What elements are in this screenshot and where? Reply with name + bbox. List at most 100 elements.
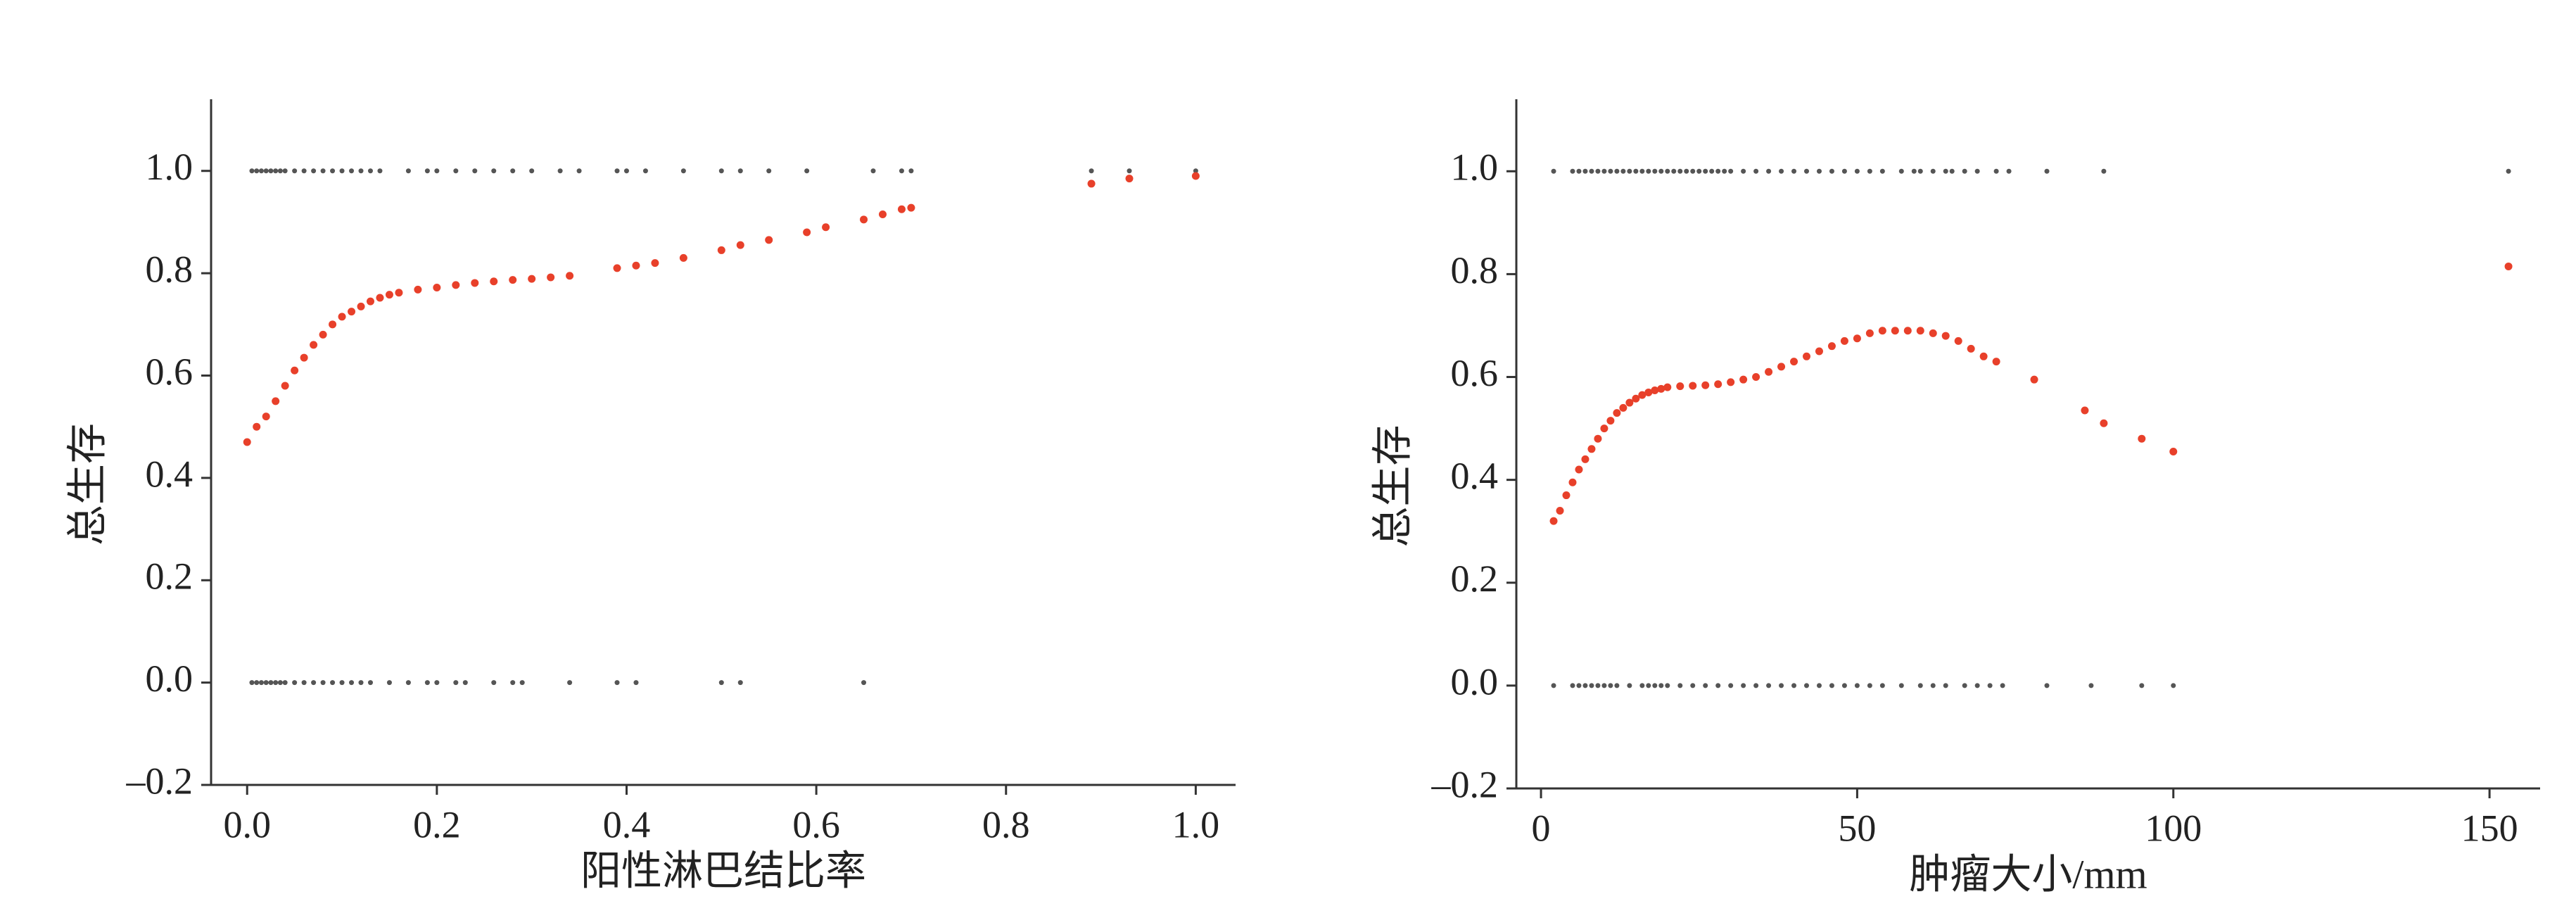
data-point bbox=[273, 680, 279, 686]
data-point bbox=[1867, 683, 1872, 688]
data-point bbox=[330, 680, 336, 686]
data-point bbox=[268, 168, 274, 174]
data-point bbox=[1582, 168, 1588, 174]
data-point bbox=[1690, 683, 1696, 688]
data-point bbox=[1879, 683, 1885, 688]
data-point bbox=[1620, 168, 1626, 174]
y-tick-label: 0.2 bbox=[1451, 558, 1499, 600]
y-tick-label: –0.2 bbox=[1431, 763, 1499, 805]
data-point bbox=[1815, 347, 1823, 356]
data-point bbox=[1601, 168, 1607, 174]
data-point bbox=[2044, 683, 2050, 688]
data-point bbox=[367, 680, 373, 686]
data-point bbox=[1779, 683, 1784, 688]
data-point bbox=[348, 308, 356, 316]
data-point bbox=[1677, 168, 1683, 174]
data-point bbox=[311, 680, 317, 686]
data-point bbox=[273, 168, 279, 174]
x-tick-label: 0.2 bbox=[413, 803, 461, 845]
data-point bbox=[395, 289, 403, 297]
data-point bbox=[1576, 168, 1582, 174]
data-point bbox=[1684, 168, 1689, 174]
data-point bbox=[1562, 491, 1571, 500]
data-point bbox=[1087, 180, 1096, 188]
data-point bbox=[717, 246, 725, 254]
data-point bbox=[642, 168, 648, 174]
data-point bbox=[281, 382, 289, 390]
data-point bbox=[301, 168, 307, 174]
data-point bbox=[1903, 327, 1912, 335]
data-point bbox=[1929, 329, 1937, 337]
data-point bbox=[1665, 168, 1670, 174]
data-point bbox=[1625, 398, 1634, 407]
y-tick-label: –0.2 bbox=[126, 760, 193, 802]
data-point bbox=[1613, 409, 1621, 417]
data-point bbox=[1714, 380, 1722, 389]
data-point bbox=[2000, 683, 2005, 688]
data-point bbox=[282, 168, 288, 174]
data-point bbox=[329, 320, 337, 329]
data-point bbox=[1867, 168, 1872, 174]
data-point bbox=[258, 168, 264, 174]
data-point bbox=[1967, 344, 1975, 353]
data-point bbox=[366, 297, 374, 306]
data-point bbox=[1676, 382, 1684, 391]
data-point bbox=[547, 273, 555, 282]
data-point bbox=[822, 223, 830, 232]
data-point bbox=[1992, 358, 2000, 366]
data-point bbox=[1879, 168, 1885, 174]
data-point bbox=[330, 168, 336, 174]
data-point bbox=[1954, 336, 1962, 345]
data-point bbox=[623, 168, 629, 174]
data-point bbox=[1638, 391, 1647, 399]
data-point bbox=[566, 272, 574, 280]
data-point bbox=[1671, 168, 1677, 174]
y-tick-label: 1.0 bbox=[146, 146, 193, 188]
data-point bbox=[2138, 434, 2146, 443]
data-point bbox=[1589, 683, 1594, 688]
data-point bbox=[651, 259, 659, 268]
y-tick-label: 0.2 bbox=[146, 555, 193, 598]
data-point bbox=[1979, 352, 1988, 360]
data-point bbox=[1570, 168, 1575, 174]
data-point bbox=[386, 680, 392, 686]
data-point bbox=[1962, 168, 1967, 174]
data-point bbox=[736, 241, 744, 249]
data-point bbox=[1703, 168, 1708, 174]
data-point bbox=[1962, 683, 1967, 688]
data-point bbox=[1606, 417, 1615, 425]
data-point bbox=[1594, 434, 1602, 443]
data-point bbox=[1614, 683, 1620, 688]
data-point bbox=[509, 276, 517, 284]
data-point bbox=[860, 215, 868, 224]
data-point bbox=[897, 205, 906, 213]
data-point bbox=[1829, 168, 1834, 174]
data-point bbox=[613, 264, 621, 272]
data-point bbox=[367, 168, 373, 174]
x-tick-label: 0.6 bbox=[792, 803, 840, 845]
data-point bbox=[452, 281, 460, 289]
data-point bbox=[870, 168, 876, 174]
data-point bbox=[462, 680, 468, 686]
x-axis-title: 阳性淋巴结比率 bbox=[580, 848, 866, 893]
data-point bbox=[311, 168, 317, 174]
data-point bbox=[453, 680, 459, 686]
data-point bbox=[1608, 683, 1613, 688]
data-point bbox=[263, 680, 269, 686]
data-point bbox=[1715, 683, 1721, 688]
data-point bbox=[1127, 168, 1132, 174]
data-point bbox=[557, 168, 563, 174]
data-point bbox=[1589, 168, 1594, 174]
x-axis-title: 肿瘤大小/mm bbox=[1909, 851, 2147, 897]
data-point bbox=[319, 330, 327, 339]
data-point bbox=[1854, 683, 1860, 688]
data-point bbox=[1779, 168, 1784, 174]
data-point bbox=[1930, 683, 1936, 688]
data-point bbox=[1614, 168, 1620, 174]
x-tick-label: 0.8 bbox=[982, 803, 1030, 845]
data-point bbox=[1727, 378, 1735, 386]
data-point bbox=[2100, 419, 2108, 427]
data-point bbox=[737, 168, 743, 174]
data-point bbox=[632, 261, 640, 270]
